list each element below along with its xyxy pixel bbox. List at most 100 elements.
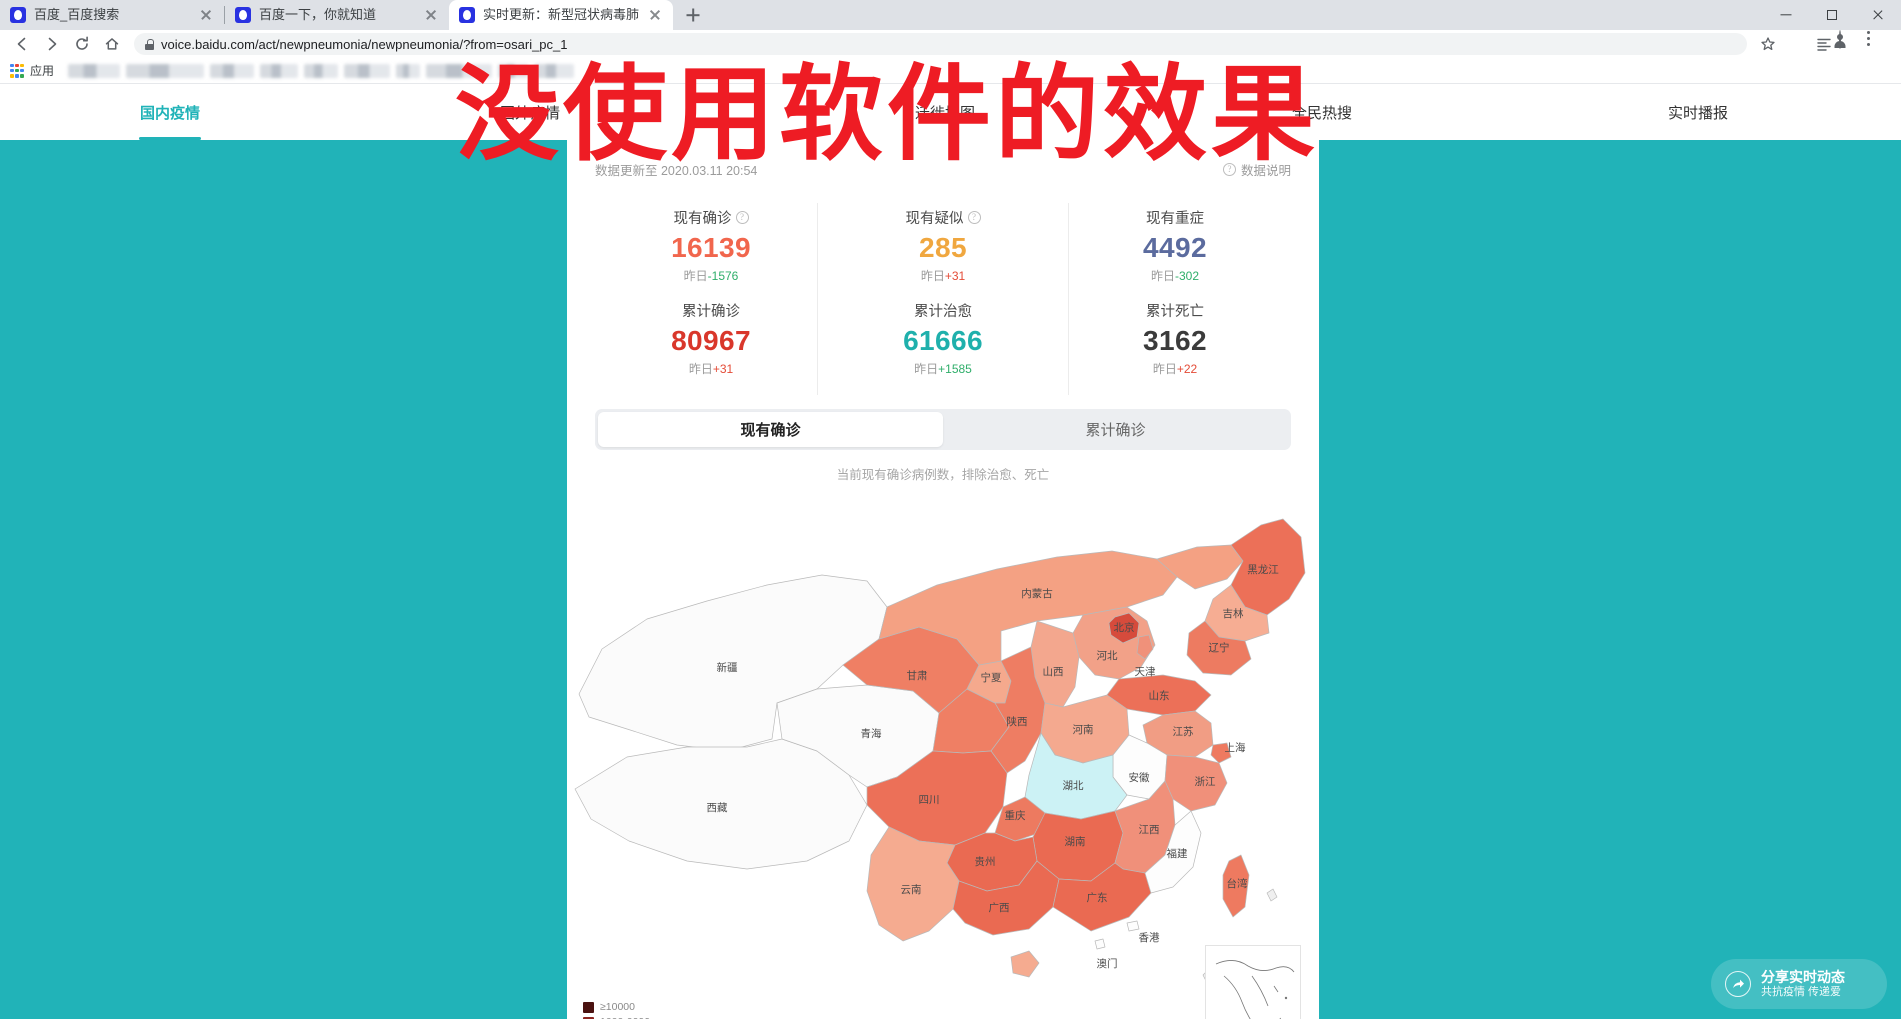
bookmark-item-blurred[interactable]: [68, 63, 121, 78]
map-label-jiangsu: 江苏: [1173, 725, 1194, 738]
profile-avatar-icon[interactable]: [1839, 30, 1865, 57]
legend-item: 1000-9999: [583, 1015, 650, 1019]
browser-tab-3-active[interactable]: 实时更新：新型冠状病毒肺炎疫: [449, 0, 673, 30]
stat-delta-label: 昨日: [914, 362, 939, 377]
stat-delta-value: +31: [712, 362, 734, 377]
stat-current-severe: 现有重症 4492 昨日-302: [1059, 197, 1291, 290]
map-label-jiangxi: 江西: [1139, 824, 1160, 836]
stat-value: 4492: [1143, 232, 1207, 263]
map-label-yunnan: 云南: [901, 883, 922, 896]
tab-close-icon[interactable]: [423, 7, 439, 23]
stat-delta-value: +1585: [938, 362, 972, 377]
browser-tab-title: 百度_百度搜索: [34, 7, 120, 22]
forward-arrow-icon[interactable]: [38, 30, 66, 58]
bookmark-item-blurred[interactable]: [260, 63, 299, 78]
stat-label-text: 累计治愈: [914, 304, 972, 321]
tab-current-confirmed[interactable]: 现有确诊: [598, 412, 943, 448]
chart-description: 当前现有确诊病例数，排除治愈、死亡: [836, 468, 1050, 483]
question-mark-icon[interactable]: ?: [967, 211, 981, 224]
map-label-fujian: 福建: [1167, 847, 1189, 860]
extension-icon[interactable]: [1783, 31, 1809, 57]
reading-list-icon[interactable]: [1811, 31, 1837, 57]
home-icon[interactable]: [98, 30, 126, 58]
browser-tab-2[interactable]: 百度一下，你就知道: [225, 0, 449, 30]
map-label-guangxi: 广西: [989, 902, 1010, 914]
nav-item-hot-search[interactable]: 全民热搜: [1292, 84, 1352, 140]
map-label-shanxi: 山西: [1043, 666, 1064, 678]
three-dot-menu-icon[interactable]: [1867, 31, 1893, 57]
data-note-link[interactable]: ? 数据说明: [1222, 160, 1291, 179]
bookmarks-bar: 应用: [0, 58, 1901, 84]
tab-total-confirmed[interactable]: 累计确诊: [1085, 422, 1146, 440]
tab-divider: [224, 6, 225, 24]
map-label-hebei: 河北: [1097, 650, 1119, 662]
bookmark-item-blurred[interactable]: [426, 63, 493, 78]
map-minimap[interactable]: [1205, 945, 1301, 1019]
stat-value: 61666: [903, 325, 983, 357]
map-label-jilin: 吉林: [1223, 607, 1245, 620]
bookmark-item-blurred[interactable]: [210, 63, 255, 78]
bookmark-item-blurred[interactable]: [304, 63, 339, 78]
lock-icon: [145, 38, 154, 50]
stat-delta-label: 昨日: [920, 269, 945, 284]
map-label-sichuan: 四川: [919, 794, 940, 806]
window-close-button[interactable]: [1855, 0, 1901, 30]
legend-label: ≥10000: [600, 1001, 635, 1014]
stat-label-text: 累计确诊: [682, 304, 740, 321]
map-label-hubei: 湖北: [1063, 780, 1085, 792]
stat-value: 285: [919, 232, 967, 263]
stat-delta-label: 昨日: [1152, 362, 1177, 377]
map-label-anhui: 安徽: [1129, 771, 1151, 784]
share-text: 分享实时动态 共抗疫情 传递爱: [1761, 969, 1845, 999]
china-choropleth-map[interactable]: 新疆 西藏 青海 甘肃 宁夏 内蒙古 黑龙江 吉林 辽宁 北京 天津 河北 山西…: [567, 489, 1319, 1019]
address-bar[interactable]: voice.baidu.com/act/newpneumonia/newpneu…: [134, 33, 1747, 55]
back-arrow-icon[interactable]: [8, 30, 36, 58]
question-mark-icon: ?: [1222, 163, 1236, 176]
map-label-gansu: 甘肃: [907, 669, 928, 682]
map-label-tibet: 西藏: [707, 802, 728, 814]
map-label-guizhou: 贵州: [975, 855, 996, 868]
nav-item-migration-map[interactable]: 迁徙地图: [915, 84, 975, 140]
browser-tab-1[interactable]: 百度_百度搜索: [0, 0, 224, 30]
window-minimize-button[interactable]: [1763, 0, 1809, 30]
nav-item-domestic[interactable]: 国内疫情: [140, 84, 200, 140]
page-body: 国内疫情 国外疫情 迁徙地图 全民热搜 实时播报 数据更新至 2020.03.1…: [0, 84, 1901, 1019]
bookmark-item-blurred[interactable]: [534, 63, 575, 78]
bookmark-item-blurred[interactable]: [498, 63, 529, 78]
stat-delta-value: +31: [944, 269, 966, 284]
map-label-taiwan: 台湾: [1227, 877, 1249, 890]
stat-delta-value: +22: [1176, 362, 1198, 377]
new-tab-button[interactable]: [679, 1, 707, 29]
reload-icon[interactable]: [68, 30, 96, 58]
stat-delta-label: 昨日: [688, 362, 713, 377]
map-label-liaoning: 辽宁: [1209, 641, 1230, 654]
stat-label-text: 现有重症: [1146, 211, 1204, 227]
stat-label-text: 现有疑似: [905, 211, 964, 227]
content-column: 数据更新至 2020.03.11 20:54 ? 数据说明 现有确诊 ? 161…: [567, 140, 1319, 1019]
nav-item-overseas[interactable]: 国外疫情: [500, 84, 560, 140]
tab-close-icon[interactable]: [647, 7, 663, 23]
bookmark-apps-label[interactable]: 应用: [30, 64, 55, 78]
map-label-tianjin: 天津: [1135, 666, 1157, 678]
stat-label-text: 累计死亡: [1146, 304, 1204, 321]
apps-grid-icon[interactable]: [10, 63, 24, 78]
stat-current-confirmed: 现有确诊 ? 16139 昨日-1576: [595, 197, 827, 290]
bookmark-item-blurred[interactable]: [126, 63, 205, 78]
stat-total-confirmed: 累计确诊 80967 昨日+31: [595, 290, 827, 383]
tab-close-icon[interactable]: [198, 7, 214, 23]
map-label-shandong: 山东: [1149, 689, 1170, 702]
stat-total-deaths: 累计死亡 3162 昨日+22: [1059, 290, 1291, 383]
window-maximize-button[interactable]: [1809, 0, 1855, 30]
stat-delta: 昨日+31: [595, 360, 827, 377]
nav-item-live-report[interactable]: 实时播报: [1668, 84, 1728, 140]
bookmark-star-icon[interactable]: [1755, 31, 1781, 57]
share-widget[interactable]: 分享实时动态 共抗疫情 传递爱: [1711, 959, 1887, 1009]
nav-item-label: 迁徙地图: [915, 104, 976, 122]
map-label-qinghai: 青海: [861, 727, 882, 740]
question-mark-icon[interactable]: ?: [735, 211, 749, 224]
stat-label: 累计死亡: [1059, 300, 1291, 321]
bookmark-item-blurred[interactable]: [396, 63, 421, 78]
browser-tab-title: 百度一下，你就知道: [259, 7, 377, 22]
bookmark-item-blurred[interactable]: [344, 63, 391, 78]
browser-toolbar: voice.baidu.com/act/newpneumonia/newpneu…: [0, 30, 1901, 58]
